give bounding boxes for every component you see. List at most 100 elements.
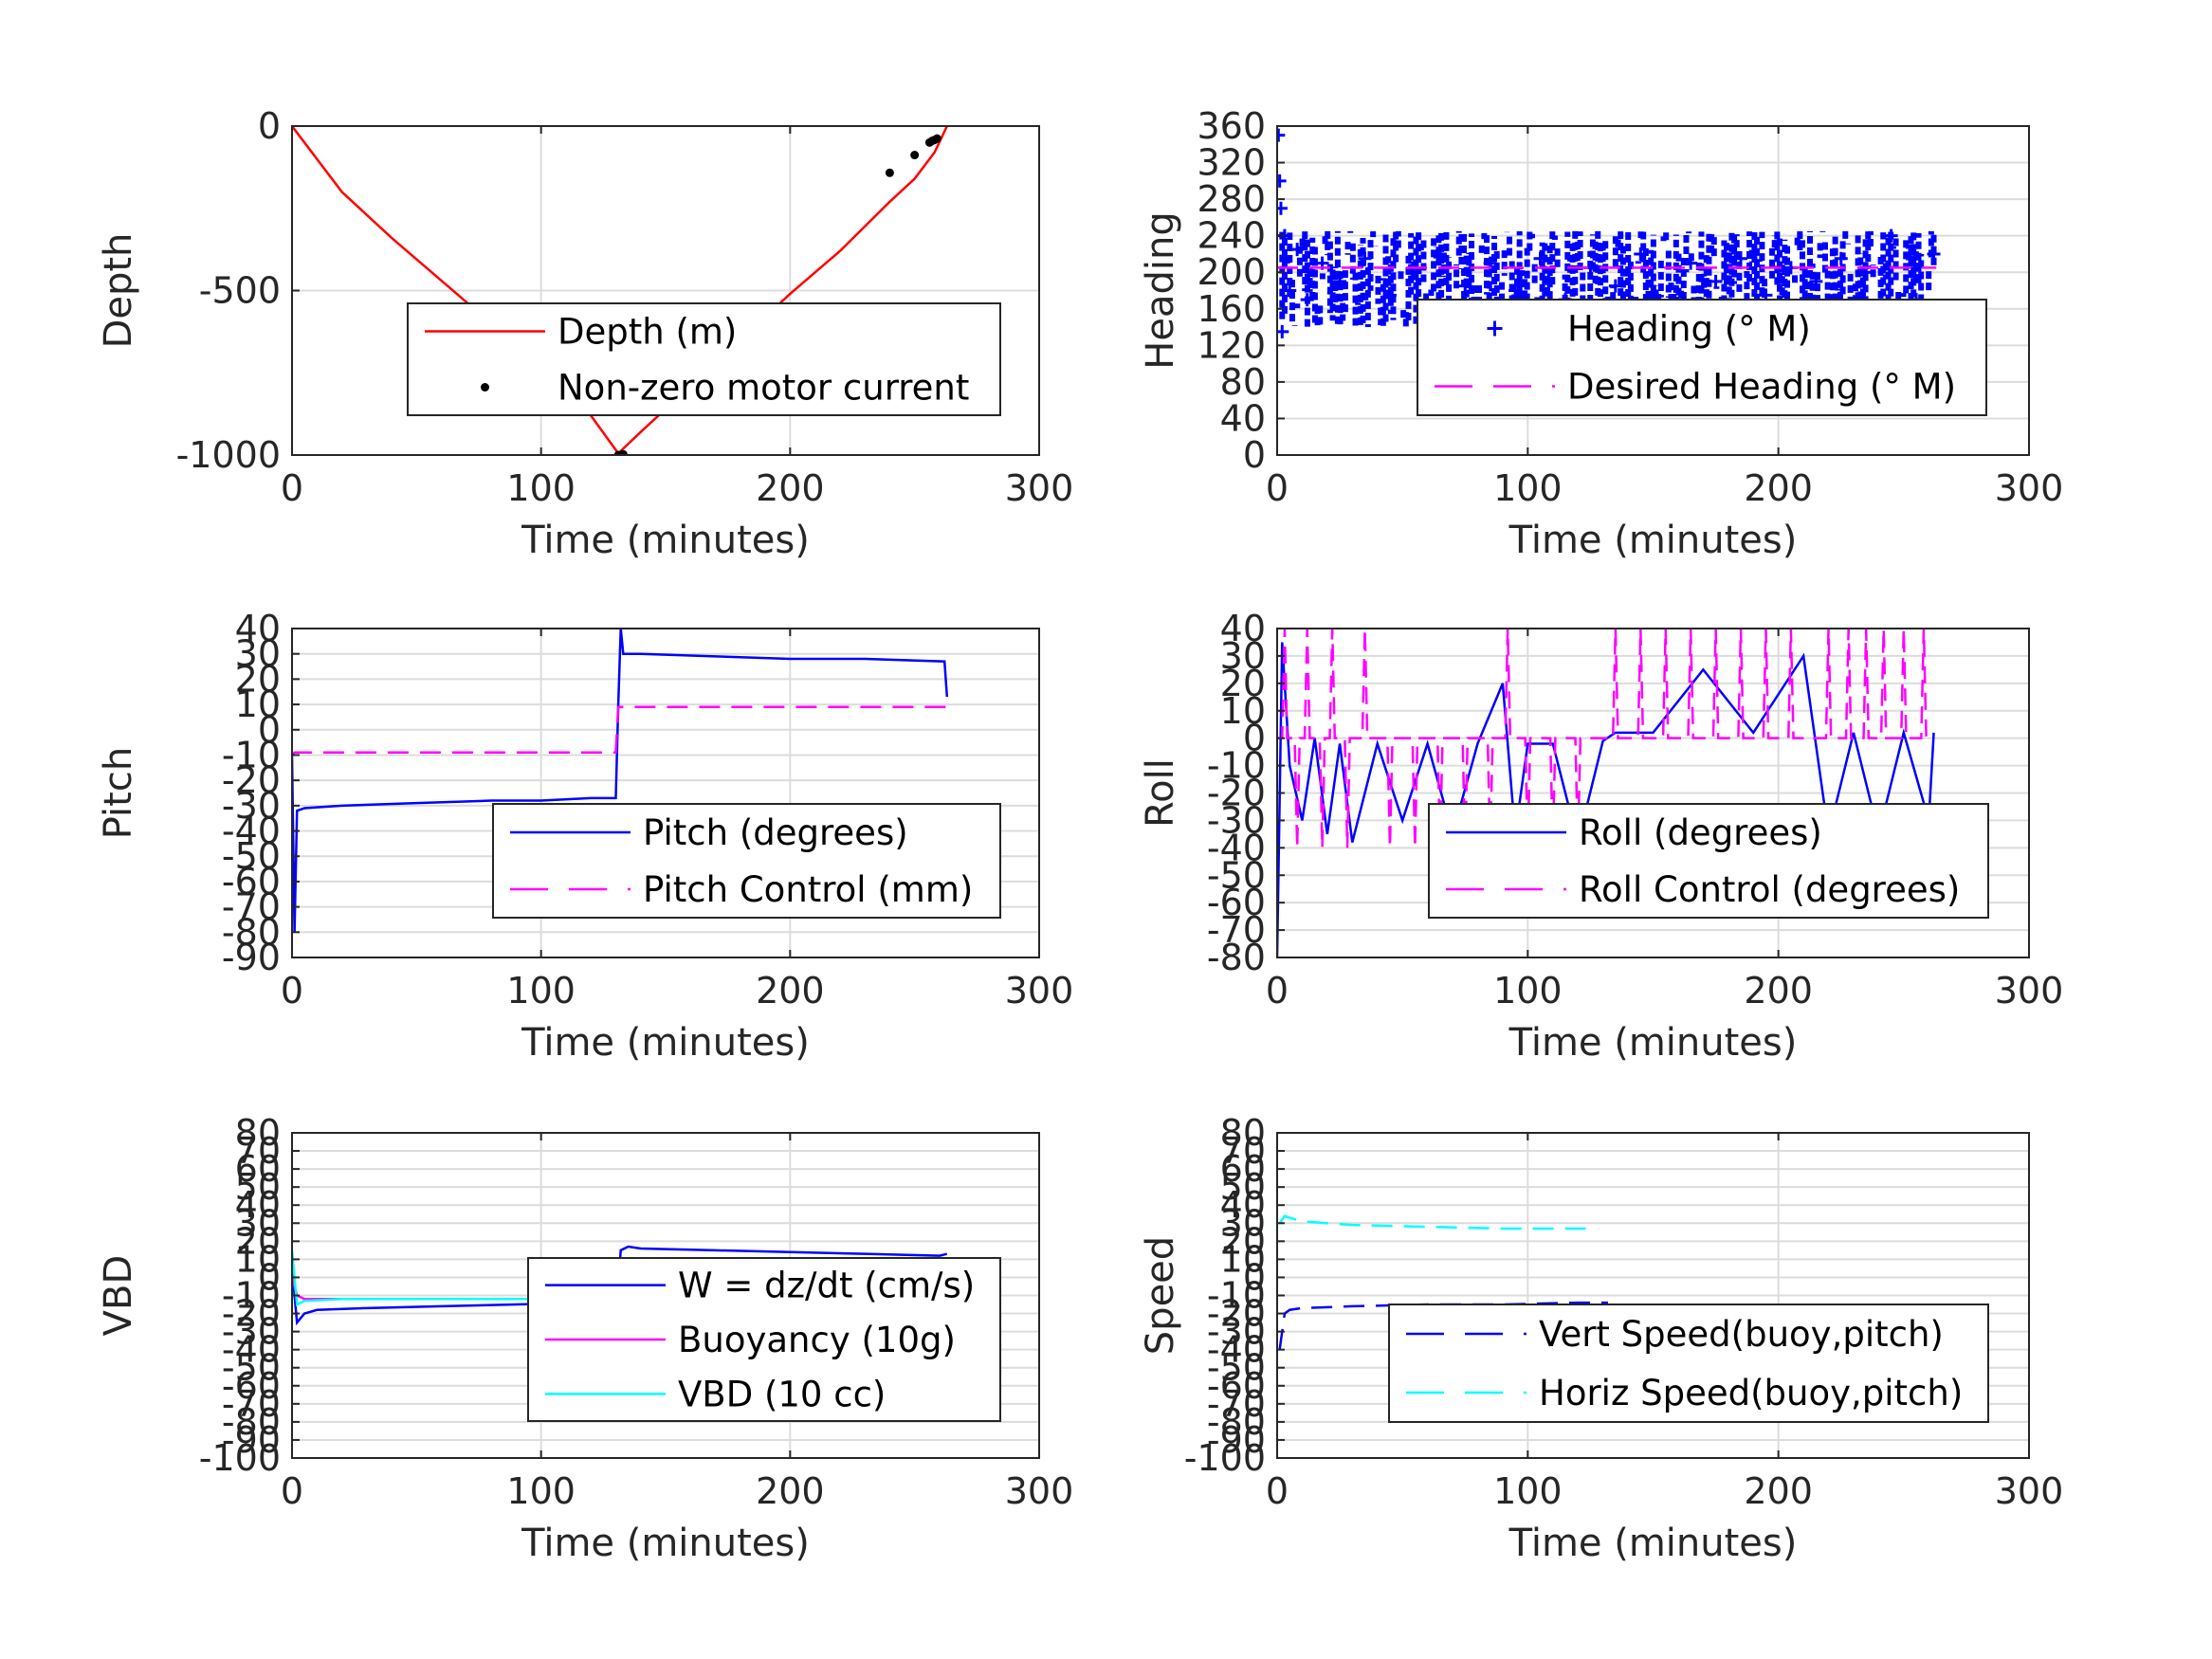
pitch-ytick-label: -30 [222,785,281,827]
heading-series-0-marker-1 [1277,173,1287,188]
vbd-ytick-label: -70 [222,1383,281,1425]
vbd-xtick-label: 0 [281,1470,303,1512]
pitch-ytick-label: 20 [235,658,281,700]
pitch-data [292,629,949,933]
pitch-xlabel: Time (minutes) [521,1021,810,1065]
depth-legend: Depth (m) Non-zero motor current [407,302,1001,416]
speed-ytick-label: -70 [1207,1383,1266,1425]
heading-series-0-marker-20 [1608,279,1622,293]
heading-xtick-label: 100 [1493,467,1563,509]
heading-ytick-label: 120 [1197,324,1266,366]
pitch-ytick-label: -90 [222,937,281,978]
heading-data [1277,128,1941,338]
speed-ytick-label: 30 [1220,1202,1266,1244]
pitch-ytick-label: 30 [235,633,281,675]
roll-xtick-label: 0 [1266,970,1289,1012]
roll-ytick-label: -40 [1207,827,1266,868]
depth-series-1-point-2 [618,449,628,455]
vbd-ytick-label: -90 [222,1419,281,1461]
pitch-legend-box [492,803,1001,919]
pitch-series-1-line [292,705,947,757]
pitch-legend: Pitch (degrees) Pitch Control (mm) [492,803,1001,919]
depth-xtick-label: 100 [506,467,576,509]
pitch-ytick-label: 0 [258,709,281,751]
vbd-legend-label-0: W = dz/dt (cm/s) [678,1266,975,1306]
vbd-legend-label-1: Buoyancy (10g) [678,1320,956,1360]
speed-ytick-label: -20 [1207,1293,1266,1335]
heading-ytick-label: 80 [1220,361,1266,403]
depth-ylabel: Depth [97,233,140,349]
depth-xlabel: Time (minutes) [521,519,810,562]
heading-legend-box [1417,299,1987,416]
heading-series-0-marker-2 [1277,201,1288,215]
heading-ytick-label: 360 [1197,105,1266,147]
roll-ytick-label: -70 [1207,909,1266,951]
speed-legend-box [1388,1304,1989,1423]
vbd-ytick-label: -20 [222,1293,281,1335]
speed-legend: Vert Speed(buoy,pitch) Horiz Speed(buoy,p… [1388,1304,1989,1423]
depth-series-0-line [292,126,948,455]
depth-chart: 0 100 200 300 0 -500 -1000 Time (minutes) Depth D… [97,105,1073,562]
heading-legend-swatch-0 [1487,320,1503,337]
roll-legend-box [1428,803,1989,919]
roll-legend-label-0: Roll (degrees) [1579,812,1822,853]
heading-legend-label-1: Desired Heading (° M) [1567,367,1956,408]
vbd-ytick-label: -10 [222,1275,281,1317]
vbd-ytick-label: 40 [235,1184,281,1226]
depth-series-1-point-3 [885,168,894,177]
vbd-ytick-label: 0 [258,1256,281,1298]
pitch-xtick-label: 100 [506,970,576,1012]
pitch-ytick-label: -40 [222,811,281,852]
depth-series-1-point-4 [910,151,920,160]
speed-ytick-label: 40 [1220,1184,1266,1226]
roll-ytick-label: -50 [1207,854,1266,896]
vbd-chart: 0 100 200 30080706050403020100-10-20-30-40-… [97,1112,1073,1565]
pitch-ytick-label: -70 [222,886,281,928]
speed-ytick-label: -100 [1184,1437,1266,1479]
speed-series-1-line [1278,1214,1591,1231]
heading-axes-box [1276,125,2030,456]
roll-ytick-label: -20 [1207,773,1266,814]
vbd-ytick-label: 70 [235,1130,281,1172]
roll-chart: 0 100 200 300403020100-10-20-30-40-50-60-70… [1139,608,2063,1065]
vbd-ytick-label: -100 [199,1437,281,1479]
vbd-xtick-label: 100 [506,1470,576,1512]
heading-ytick-label: 40 [1220,397,1266,439]
heading-legend-label-0: Heading (° M) [1567,309,1811,350]
pitch-ytick-label: -80 [222,911,281,953]
roll-ytick-label: 10 [1220,690,1266,732]
speed-xlabel: Time (minutes) [1508,1522,1798,1565]
pitch-ylabel: Pitch [97,747,140,839]
vbd-xtick-label: 200 [756,1470,825,1512]
pitch-series-0-line [292,629,949,933]
heading-xtick-label: 300 [1995,467,2064,509]
depth-ytick-label: -1000 [176,434,281,476]
pitch-xtick-label: 0 [281,970,303,1012]
vbd-ylabel: VBD [97,1255,140,1337]
heading-ylabel: Heading [1139,211,1182,369]
roll-legend-label-1: Roll Control (degrees) [1579,869,1960,910]
heading-xtick-label: 200 [1744,467,1813,509]
speed-legend-label-0: Vert Speed(buoy,pitch) [1539,1314,1944,1355]
speed-ytick-label: -50 [1207,1347,1266,1389]
vbd-ytick-label: -30 [222,1311,281,1353]
speed-xtick-label: 0 [1266,1470,1289,1512]
roll-ytick-label: 40 [1220,608,1266,649]
speed-ytick-label: 50 [1220,1166,1266,1208]
speed-ytick-label: -60 [1207,1365,1266,1407]
vbd-xtick-label: 300 [1005,1470,1074,1512]
vbd-ytick-label: 50 [235,1166,281,1208]
depth-data [292,126,948,455]
roll-xtick-label: 300 [1995,970,2064,1012]
pitch-ytick-label: -50 [222,835,281,877]
speed-ytick-label: -40 [1207,1329,1266,1371]
depth-xtick-label: 0 [281,467,303,509]
roll-xtick-label: 100 [1493,970,1563,1012]
heading-ytick-label: 280 [1197,178,1266,220]
roll-ytick-label: -30 [1207,799,1266,841]
roll-ytick-label: -10 [1207,745,1266,787]
pitch-axes-box [291,628,1040,958]
depth-xtick-label: 300 [1005,467,1074,509]
depth-legend-box [407,302,1001,416]
